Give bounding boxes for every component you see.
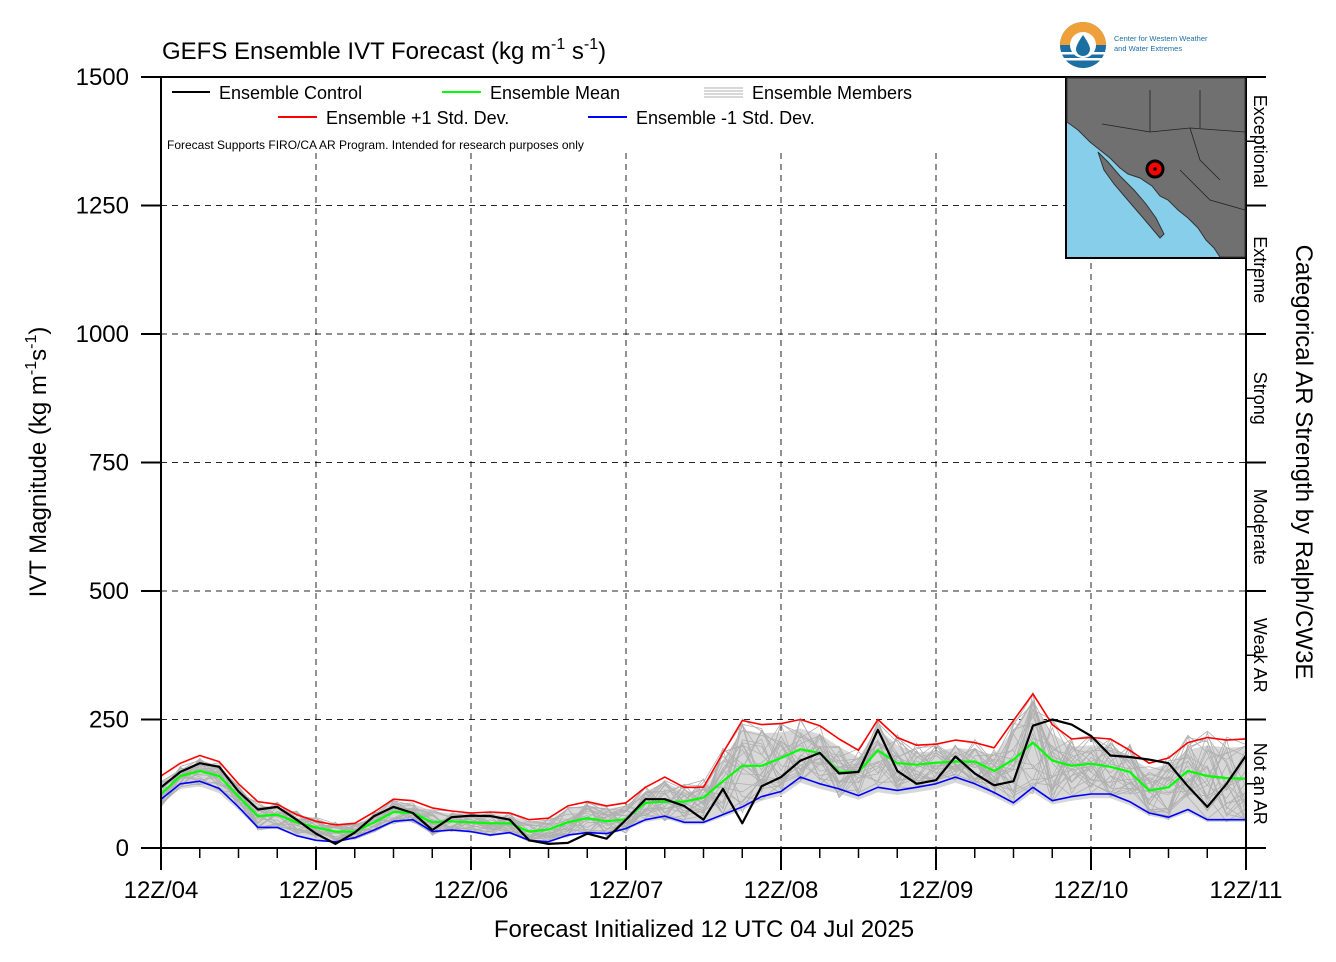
ensemble-member-line <box>160 709 1247 842</box>
logo-text: Center for Western Weather <box>1114 34 1208 43</box>
research-note: Forecast Supports FIRO/CA AR Program. In… <box>167 138 584 152</box>
axes-layer: 0 250 500 750 1000 1250 1500 12Z/04 12Z/05 12Z/06… <box>76 64 1283 904</box>
x-tick-label: 12Z/04 <box>124 877 199 904</box>
category-label: Extreme <box>1250 236 1270 303</box>
legend-control-label: Ensemble Control <box>219 83 362 103</box>
category-label: Moderate <box>1250 489 1270 565</box>
y-tick-label: 500 <box>89 578 129 605</box>
legend-minus-std-label: Ensemble -1 Std. Dev. <box>636 108 815 128</box>
ensemble-member-line <box>160 718 1247 841</box>
y-tick-label: 0 <box>116 835 129 862</box>
cw3e-logo: Center for Western Weather and Water Ext… <box>1060 22 1208 68</box>
ensemble-member-line <box>160 693 1247 841</box>
grid-layer <box>161 153 1246 848</box>
ensemble-member-line <box>160 700 1247 840</box>
category-label: Weak AR <box>1250 618 1270 693</box>
water-drop-icon <box>1076 35 1090 56</box>
chart-title: GEFS Ensemble IVT Forecast (kg m-1 s-1) <box>162 36 606 65</box>
ensemble-member-line <box>160 707 1247 841</box>
y-tick-label: 1500 <box>76 64 129 91</box>
inset-baja-shape <box>1097 151 1165 239</box>
location-inset-map <box>1065 76 1247 259</box>
y-tick-label: 750 <box>89 450 129 477</box>
x-tick-label: 12Z/06 <box>434 877 509 904</box>
ensemble-member-line <box>160 723 1247 839</box>
x-tick-label: 12Z/05 <box>279 877 354 904</box>
x-tick-label: 12Z/09 <box>899 877 974 904</box>
plus-std-line <box>160 692 1247 826</box>
right-axis-label: Categorical AR Strength by Ralph/CW3E <box>1290 245 1317 680</box>
legend: Ensemble Control Ensemble Mean Ensemble … <box>167 83 912 152</box>
logo-text-2: and Water Extremes <box>1114 44 1182 53</box>
ensemble-member-line <box>160 722 1247 843</box>
category-label: Exceptional <box>1250 95 1270 188</box>
ensemble-member-line <box>160 699 1247 842</box>
ensemble-mean-line <box>160 741 1247 833</box>
y-tick-label: 1000 <box>76 321 129 348</box>
x-tick-label: 12Z/10 <box>1054 877 1129 904</box>
x-tick-label: 12Z/08 <box>744 877 819 904</box>
x-axis-label: Forecast Initialized 12 UTC 04 Jul 2025 <box>494 916 914 943</box>
ensemble-member-line <box>160 712 1247 841</box>
ensemble-member-line <box>160 737 1247 839</box>
legend-members-swatch <box>704 87 743 98</box>
category-label: Not an AR <box>1250 743 1270 825</box>
series-layer <box>160 692 1247 846</box>
category-label: Strong <box>1250 372 1270 425</box>
inset-borders <box>1101 90 1246 211</box>
y-tick-label: 250 <box>89 707 129 734</box>
legend-plus-std-label: Ensemble +1 Std. Dev. <box>326 108 509 128</box>
y-axis-label: IVT Magnitude (kg m-1s-1) <box>23 327 52 598</box>
y-tick-label: 1250 <box>76 193 129 220</box>
ensemble-control-line <box>160 718 1247 846</box>
x-tick-label: 12Z/07 <box>589 877 664 904</box>
legend-mean-label: Ensemble Mean <box>490 83 620 103</box>
legend-members-label: Ensemble Members <box>752 83 912 103</box>
x-tick-label: 12Z/11 <box>1210 877 1283 904</box>
